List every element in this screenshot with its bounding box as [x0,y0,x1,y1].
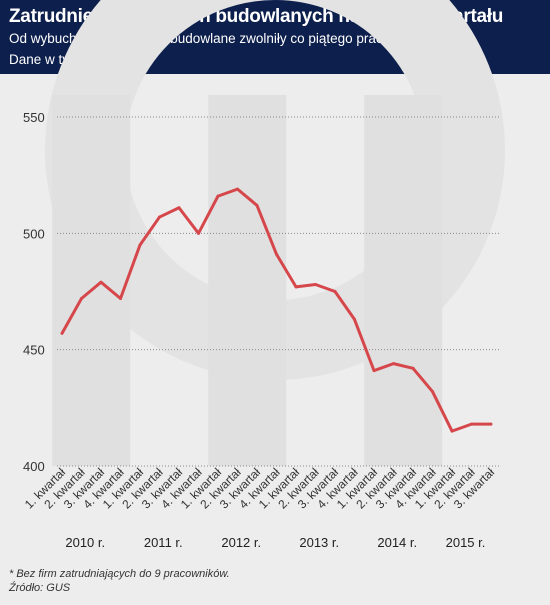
data-point [60,331,64,335]
data-point [411,366,415,370]
data-point [470,422,473,426]
data-point [255,203,259,207]
data-point [80,296,83,300]
source-note: Źródło: GUS [9,582,71,594]
y-tick-label: 400 [23,459,45,474]
y-tick-label: 550 [23,110,45,125]
data-point [372,369,376,373]
year-label: 2014 r. [377,535,417,550]
y-tick-label: 500 [23,226,45,241]
year-label: 2013 r. [299,535,339,550]
year-band [52,95,131,466]
year-label: 2015 r. [446,535,486,550]
chart-footer: * Bez firm zatrudniających do 9 pracowni… [9,567,230,595]
data-point [216,194,220,198]
data-point [294,285,298,289]
data-point [333,290,337,293]
data-point [489,422,493,426]
year-label: 2011 r. [144,535,183,550]
year-band [364,95,443,466]
data-point [275,252,278,256]
data-point [119,296,122,300]
footnote: * Bez firm zatrudniających do 9 pracowni… [9,568,230,580]
year-label: 2012 r. [221,535,261,550]
year-band [208,95,287,466]
data-point [197,231,200,235]
data-point [177,206,181,210]
data-point [353,317,356,321]
data-point [314,283,317,287]
data-point [236,187,239,191]
year-label: 2010 r. [65,535,105,550]
data-point [450,429,454,433]
data-point [99,280,103,284]
data-point [431,390,434,394]
y-tick-label: 450 [23,343,45,358]
data-point [158,215,161,219]
data-point [138,243,142,247]
data-point [392,362,395,366]
